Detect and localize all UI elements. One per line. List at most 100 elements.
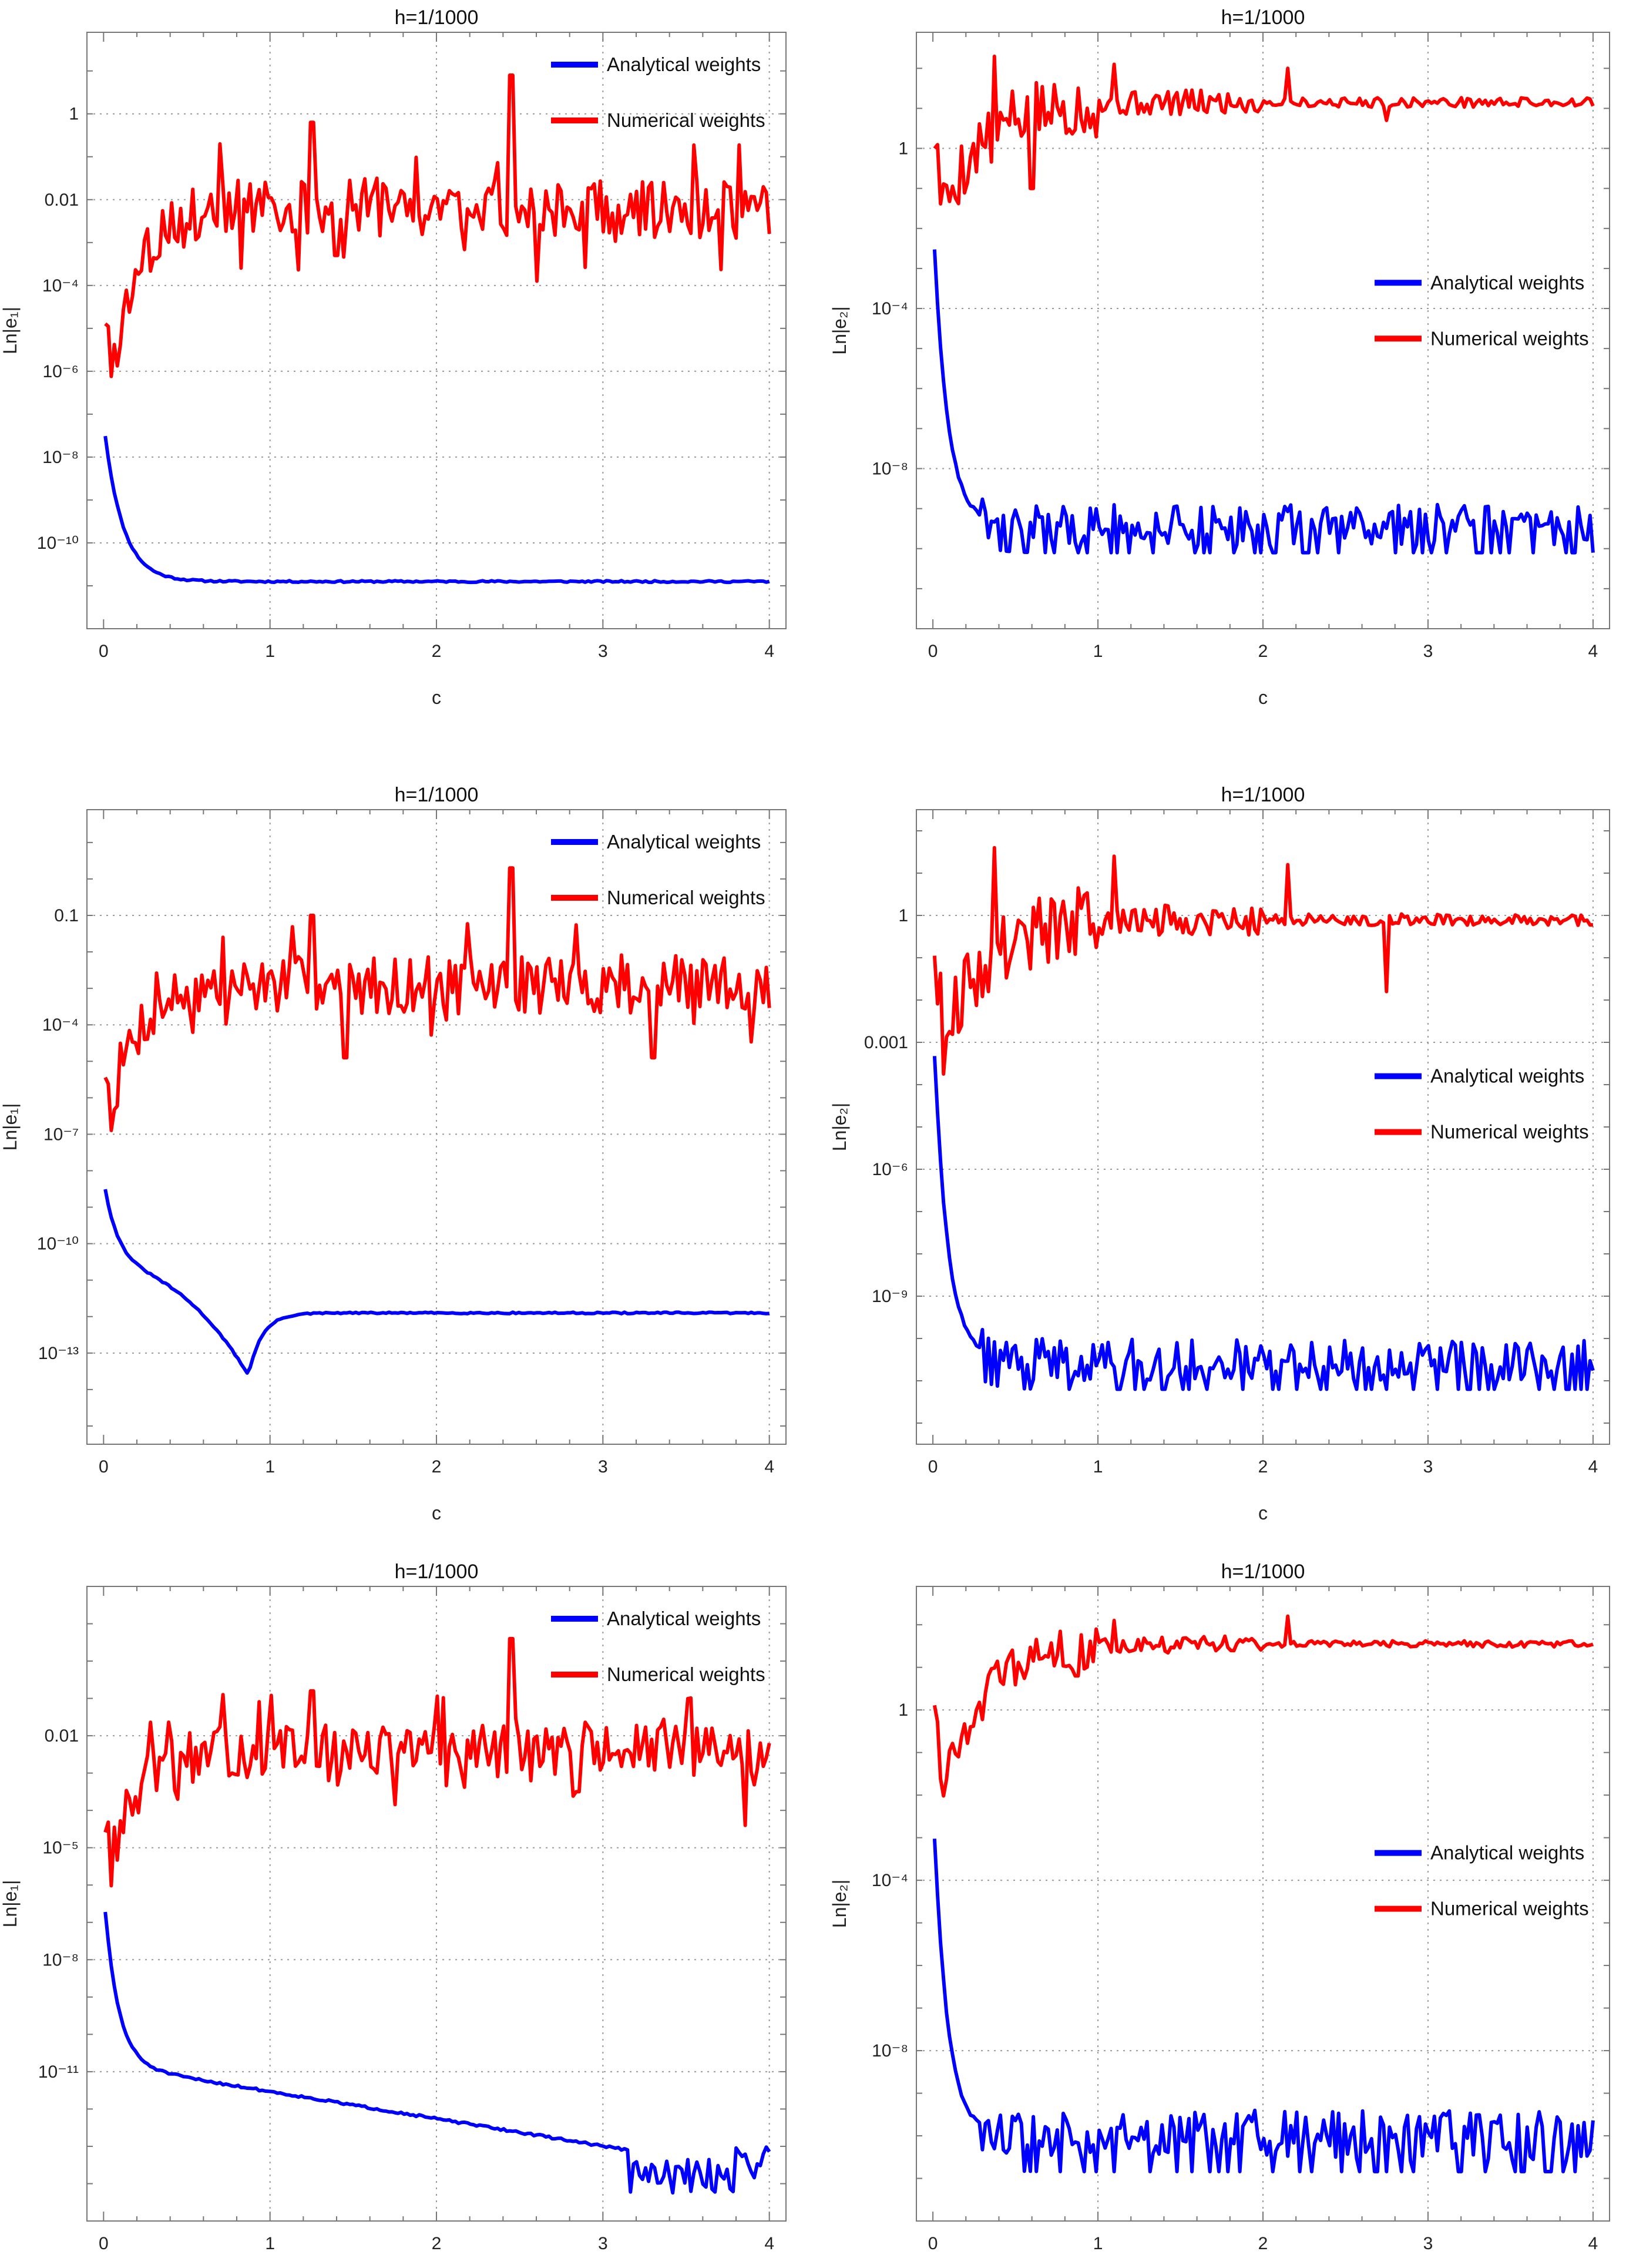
legend-label: Numerical weights xyxy=(1430,1121,1589,1143)
y-tick-label: 1 xyxy=(898,1700,908,1720)
x-tick-label: 3 xyxy=(1423,1457,1433,1477)
x-tick-label: 2 xyxy=(1258,642,1268,661)
x-axis-label: c xyxy=(432,687,441,708)
x-tick-label: 2 xyxy=(432,642,442,661)
chart-title: h=1/1000 xyxy=(1221,784,1305,806)
series-line-numerical xyxy=(932,846,1594,1076)
y-tick-label: 10⁻⁴ xyxy=(42,276,79,296)
y-tick-label: 10⁻⁸ xyxy=(872,2041,908,2061)
x-tick-label: 2 xyxy=(432,2234,442,2253)
series-line-analytical xyxy=(932,1056,1595,1391)
legend-label: Numerical weights xyxy=(607,887,765,908)
legend-label: Analytical weights xyxy=(607,53,761,75)
y-tick-label: 1 xyxy=(898,139,908,159)
x-tick-label: 1 xyxy=(1093,2234,1103,2253)
x-tick-label: 0 xyxy=(928,1457,938,1477)
chart-title: h=1/1000 xyxy=(1221,1561,1305,1583)
y-axis-label: Ln|e₂| xyxy=(829,1103,850,1151)
y-tick-label: 10⁻¹⁰ xyxy=(37,1234,79,1254)
y-tick-label: 10⁻⁷ xyxy=(43,1125,79,1144)
series-line-analytical xyxy=(932,249,1595,555)
chart-title: h=1/1000 xyxy=(395,784,479,806)
x-axis-label: c xyxy=(1258,1502,1268,1524)
y-tick-label: 10⁻¹¹ xyxy=(38,2062,79,2082)
x-tick-label: 4 xyxy=(1588,1457,1598,1477)
chart-title: h=1/1000 xyxy=(1221,6,1305,29)
legend-label: Analytical weights xyxy=(1430,271,1584,293)
x-tick-label: 3 xyxy=(598,642,608,661)
legend-label: Numerical weights xyxy=(607,1663,765,1685)
x-tick-label: 1 xyxy=(265,642,275,661)
legend-label: Analytical weights xyxy=(607,1608,761,1629)
x-tick-label: 2 xyxy=(1258,2234,1268,2253)
y-axis-label: Ln|e₁| xyxy=(0,1103,21,1151)
x-tick-label: 2 xyxy=(432,1457,442,1477)
x-tick-label: 0 xyxy=(99,1457,109,1477)
x-tick-label: 1 xyxy=(1093,642,1103,661)
legend-label: Analytical weights xyxy=(1430,1842,1584,1864)
legend-label: Numerical weights xyxy=(1430,1898,1589,1920)
series-line-analytical xyxy=(103,435,770,585)
x-tick-label: 0 xyxy=(928,642,938,661)
chart-panel-top-left: 0 1 2 3 4 1 0.01 10⁻⁴ 10⁻⁶ 10⁻⁸ 10⁻¹⁰ h=1/1000 c Ln|e… xyxy=(0,6,787,708)
x-tick-label: 4 xyxy=(764,1457,774,1477)
y-tick-label: 1 xyxy=(898,906,908,925)
y-tick-label: 10⁻⁶ xyxy=(42,362,79,381)
x-tick-label: 0 xyxy=(928,2234,938,2253)
series-line-numerical xyxy=(103,1636,771,1888)
y-tick-label: 10⁻⁸ xyxy=(42,1950,79,1970)
series-line-numerical xyxy=(103,866,771,1132)
y-tick-label: 10⁻⁹ xyxy=(872,1287,908,1306)
x-tick-label: 0 xyxy=(99,642,109,661)
y-tick-label: 10⁻⁸ xyxy=(872,459,908,479)
chart-panel-bottom-right: 01234110⁻⁴10⁻⁸h=1/1000cLn|e₂|Analytical … xyxy=(829,1561,1610,2253)
y-tick-label: 10⁻¹³ xyxy=(38,1344,79,1363)
x-tick-label: 1 xyxy=(265,1457,275,1477)
x-tick-label: 1 xyxy=(1093,1457,1103,1477)
y-tick-label: 10⁻⁶ xyxy=(872,1160,908,1179)
y-axis-label: Ln|e₂| xyxy=(829,306,850,354)
y-tick-label: 0.001 xyxy=(864,1033,908,1052)
series-line-analytical xyxy=(932,1838,1595,2173)
x-axis-label: c xyxy=(1258,687,1268,708)
x-tick-label: 4 xyxy=(1588,2234,1598,2253)
y-tick-label: 1 xyxy=(69,105,79,124)
legend-label: Analytical weights xyxy=(1430,1065,1584,1087)
y-axis-label: Ln|e₁| xyxy=(0,1880,21,1928)
y-tick-label: 0.01 xyxy=(45,1726,79,1746)
y-axis-label: Ln|e₂| xyxy=(829,1880,850,1928)
x-tick-label: 4 xyxy=(1588,642,1598,661)
legend-label: Numerical weights xyxy=(607,109,765,131)
y-tick-label: 0.01 xyxy=(45,190,79,210)
y-tick-label: 10⁻⁴ xyxy=(872,1871,908,1890)
x-tick-label: 3 xyxy=(598,2234,608,2253)
legend-label: Numerical weights xyxy=(1430,327,1589,349)
y-tick-label: 10⁻⁸ xyxy=(42,448,79,467)
x-tick-label: 3 xyxy=(1423,2234,1433,2253)
x-tick-label: 2 xyxy=(1258,1457,1268,1477)
x-tick-label: 4 xyxy=(764,642,774,661)
chart-panel-middle-right: 0 1 2 3 4 1 0.001 10⁻⁶ 10⁻⁹ h=1/1000 c Ln|e₂| Analyt… xyxy=(829,784,1610,1524)
x-tick-label: 1 xyxy=(265,2234,275,2253)
chart-panel-bottom-left: 012340.0110⁻⁵10⁻⁸10⁻¹¹h=1/1000cLn|e₁|Ana… xyxy=(0,1561,787,2253)
series-line-analytical xyxy=(103,1911,771,2195)
series-line-analytical xyxy=(103,1189,770,1375)
series-line-numerical xyxy=(104,73,771,378)
series-line-numerical xyxy=(933,54,1595,206)
series-line-numerical xyxy=(932,1614,1594,1798)
x-tick-label: 3 xyxy=(598,1457,608,1477)
chart-title: h=1/1000 xyxy=(395,1561,479,1583)
x-tick-label: 0 xyxy=(99,2234,109,2253)
y-tick-label: 0.1 xyxy=(54,906,79,925)
x-axis-label: c xyxy=(432,1502,441,1524)
y-tick-label: 10⁻⁵ xyxy=(42,1838,79,1858)
legend-label: Analytical weights xyxy=(607,831,761,853)
y-tick-label: 10⁻¹⁰ xyxy=(37,534,79,553)
chart-panel-top-right: 0 1 2 3 4 1 10⁻⁴ 10⁻⁸ h=1/1000 c Ln|e₂| Analytical … xyxy=(829,6,1610,708)
chart-panel-middle-left: 0 1 2 3 4 0.1 10⁻⁴ 10⁻⁷ 10⁻¹⁰ 10⁻¹³ h=1/1000 c Ln|e₁… xyxy=(0,784,787,1524)
x-tick-label: 4 xyxy=(764,2234,774,2253)
y-axis-label: Ln|e₁| xyxy=(0,307,21,354)
y-tick-label: 10⁻⁴ xyxy=(872,299,908,318)
chart-title: h=1/1000 xyxy=(395,6,479,29)
y-tick-label: 10⁻⁴ xyxy=(42,1015,79,1035)
